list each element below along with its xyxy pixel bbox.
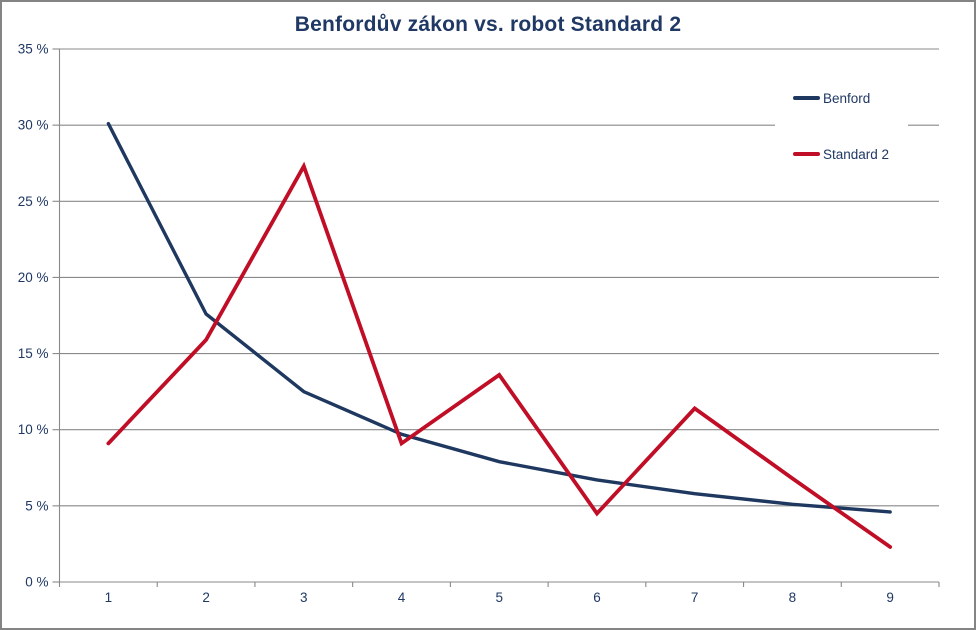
legend-item-benford: Benford	[793, 90, 908, 106]
svg-text:35 %: 35 %	[18, 42, 49, 57]
svg-text:2: 2	[202, 590, 210, 605]
svg-text:0 %: 0 %	[25, 575, 48, 590]
legend-label-standard2: Standard 2	[823, 146, 890, 162]
legend: Benford Standard 2	[775, 64, 908, 176]
svg-text:9: 9	[886, 590, 894, 605]
svg-text:30 %: 30 %	[18, 118, 49, 133]
svg-text:5 %: 5 %	[25, 498, 48, 513]
svg-text:15 %: 15 %	[18, 346, 49, 361]
svg-text:10 %: 10 %	[18, 422, 49, 437]
svg-text:3: 3	[300, 590, 308, 605]
svg-text:20 %: 20 %	[18, 270, 49, 285]
svg-text:5: 5	[495, 590, 503, 605]
chart-title: Benfordův zákon vs. robot Standard 2	[294, 13, 682, 36]
svg-text:4: 4	[398, 590, 406, 605]
benford-line-swatch-icon	[793, 96, 820, 100]
standard2-line-swatch-icon	[793, 152, 820, 156]
svg-text:6: 6	[593, 590, 601, 605]
svg-text:7: 7	[691, 590, 699, 605]
legend-item-standard2: Standard 2	[793, 146, 908, 162]
svg-text:25 %: 25 %	[18, 194, 49, 209]
legend-label-benford: Benford	[823, 90, 871, 106]
svg-text:8: 8	[789, 590, 797, 605]
svg-text:1: 1	[105, 590, 113, 605]
